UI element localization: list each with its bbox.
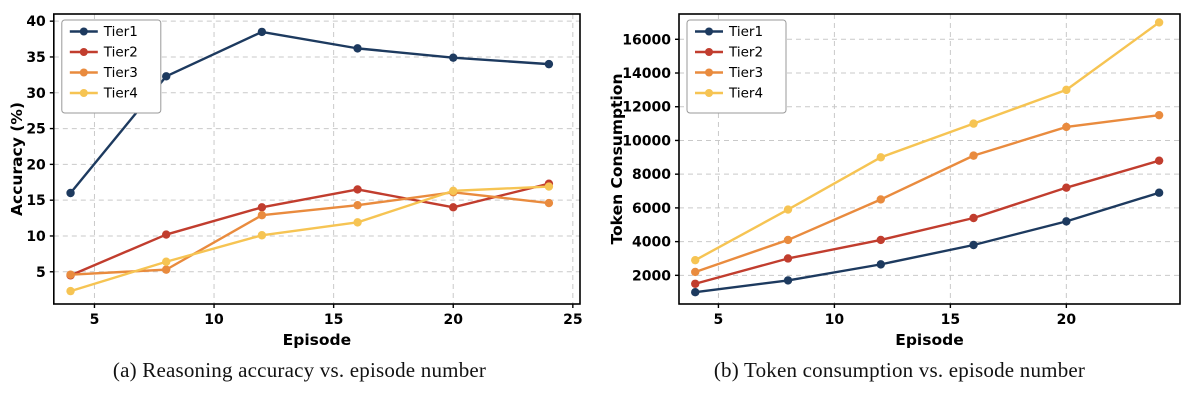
svg-text:6000: 6000 — [632, 201, 671, 217]
svg-text:16000: 16000 — [622, 32, 671, 48]
token-figure: 5 10 15 20 2000 4000 6000 8000 10000 12000 14000 16… — [600, 4, 1199, 383]
svg-text:25: 25 — [26, 122, 45, 138]
series-tier2 — [691, 156, 1164, 288]
svg-text:10000: 10000 — [622, 133, 671, 149]
grid — [53, 14, 580, 304]
legend-label-tier2: Tier2 — [728, 45, 763, 61]
svg-text:12000: 12000 — [622, 100, 671, 116]
svg-text:30: 30 — [26, 86, 46, 102]
svg-text:5: 5 — [714, 312, 724, 328]
legend: Tier1 Tier2 Tier3 Tier4 — [686, 19, 787, 114]
x-axis-label: Episode — [283, 331, 351, 349]
series-tier4 — [691, 18, 1164, 265]
accuracy-caption: (a) Reasoning accuracy vs. episode numbe… — [112, 358, 487, 382]
svg-text:5: 5 — [36, 265, 46, 281]
svg-text:20: 20 — [26, 157, 46, 173]
token-caption: (b) Token consumption vs. episode number — [713, 358, 1086, 382]
svg-text:20: 20 — [1057, 312, 1077, 328]
legend-label-tier3: Tier3 — [103, 65, 138, 81]
token-chart: 5 10 15 20 2000 4000 6000 8000 10000 12000 14000 16… — [608, 13, 1181, 349]
svg-text:25: 25 — [563, 312, 582, 328]
tick-labels: 5 10 15 20 25 5 10 15 20 25 30 35 40 — [26, 14, 582, 328]
svg-text:15: 15 — [941, 312, 960, 328]
svg-text:10: 10 — [825, 312, 845, 328]
series-tier1 — [691, 188, 1164, 297]
y-axis-label: Accuracy (%) — [8, 102, 26, 216]
tick-labels: 5 10 15 20 2000 4000 6000 8000 10000 12000 14000 16… — [622, 32, 1076, 328]
svg-text:2000: 2000 — [632, 268, 671, 284]
legend-label-tier1: Tier1 — [103, 24, 138, 40]
x-axis-label: Episode — [895, 331, 963, 349]
legend-label-tier3: Tier3 — [728, 65, 763, 81]
svg-text:10: 10 — [26, 229, 46, 245]
legend: Tier1 Tier2 Tier3 Tier4 — [61, 19, 162, 114]
plot-border — [52, 13, 581, 305]
legend-label-tier4: Tier4 — [728, 86, 763, 102]
y-axis-label: Token Consumption — [608, 74, 626, 245]
series-tier3 — [691, 110, 1164, 277]
series-tier4 — [66, 182, 554, 296]
legend-label-tier1: Tier1 — [728, 24, 763, 40]
svg-text:5: 5 — [90, 312, 100, 328]
accuracy-chart: 5 10 15 20 25 5 10 15 20 25 30 35 40 Episode Accuracy … — [8, 13, 583, 349]
svg-text:14000: 14000 — [622, 66, 671, 82]
plot-border — [678, 13, 1181, 305]
svg-text:8000: 8000 — [632, 167, 671, 183]
svg-text:10: 10 — [204, 312, 224, 328]
svg-text:4000: 4000 — [632, 235, 671, 251]
svg-text:15: 15 — [26, 193, 45, 209]
legend-label-tier2: Tier2 — [103, 45, 138, 61]
accuracy-figure: 5 10 15 20 25 5 10 15 20 25 30 35 40 Episode Accuracy … — [0, 4, 599, 383]
svg-text:35: 35 — [26, 50, 45, 66]
legend-label-tier4: Tier4 — [103, 86, 138, 102]
svg-text:20: 20 — [443, 312, 463, 328]
svg-text:40: 40 — [26, 14, 46, 30]
svg-text:15: 15 — [324, 312, 343, 328]
